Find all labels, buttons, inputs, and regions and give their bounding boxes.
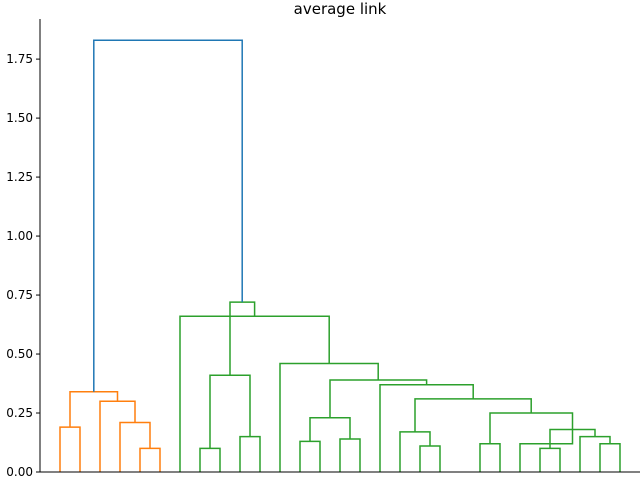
- y-tick-label-2: 0.25: [6, 406, 33, 420]
- dendrogram-link-4: [99, 400, 136, 472]
- y-tick-label-5: 1.00: [6, 229, 33, 243]
- y-tick-label-8: 1.75: [6, 52, 33, 66]
- y-axis-ticks: 0.00 0.25 0.50 0.75 1.00 1.25 1.50 1.75: [6, 52, 40, 479]
- dendrogram-link-20: [489, 412, 574, 444]
- dendrogram-link-24: [279, 362, 379, 472]
- dendrogram-link-27: [93, 39, 243, 392]
- y-tick-label-6: 1.25: [6, 170, 33, 184]
- dendrogram-link-8: [209, 374, 251, 449]
- y-tick-label-4: 0.75: [6, 288, 33, 302]
- dendrogram-link-10: [339, 438, 361, 472]
- y-tick-label-7: 1.50: [6, 111, 33, 125]
- dendrogram-link-1: [59, 426, 81, 472]
- y-tick-label-3: 0.50: [6, 347, 33, 361]
- dendrogram-link-19: [479, 442, 501, 472]
- dendrogram-links: [59, 39, 621, 472]
- y-tick-label-1: 0.00: [6, 465, 33, 479]
- dendrogram-link-13: [399, 431, 431, 472]
- dendrogram-link-18: [519, 429, 574, 472]
- chart-title: average link: [294, 0, 387, 18]
- dendrogram-link-15: [599, 442, 621, 472]
- dendrogram-link-12: [419, 445, 441, 472]
